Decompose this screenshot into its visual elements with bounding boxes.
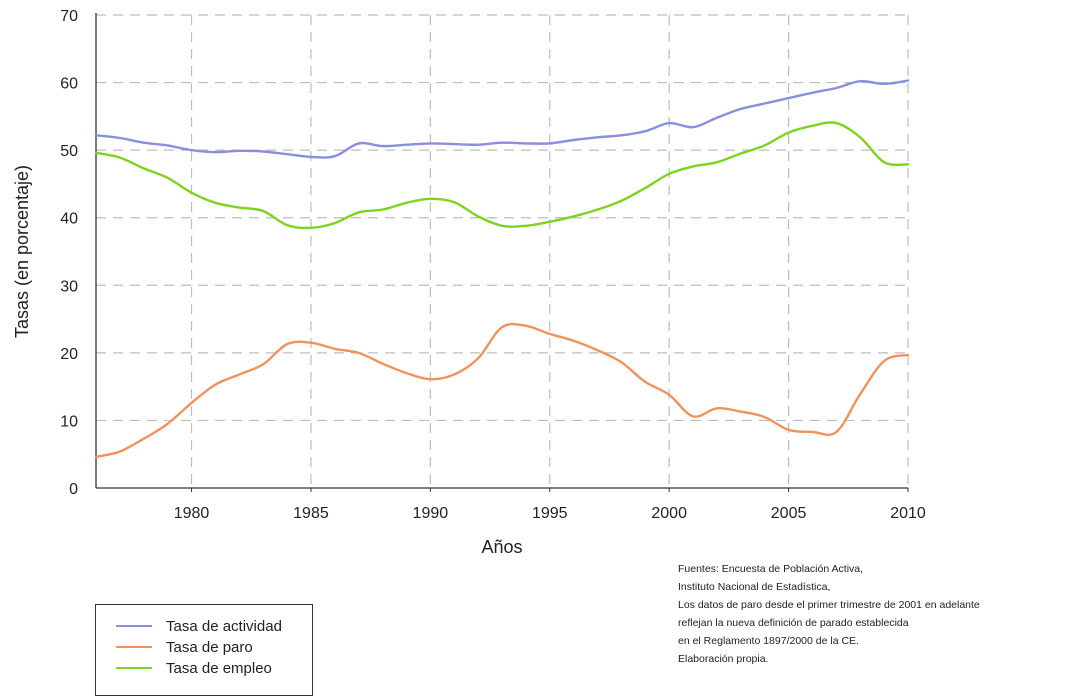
x-tick-label: 1985 — [293, 505, 329, 522]
note-line: Los datos de paro desde el primer trimes… — [678, 599, 980, 611]
x-tick-label: 2000 — [651, 505, 687, 522]
legend-swatch-paro — [116, 646, 152, 648]
x-tick-label: 2005 — [771, 505, 807, 522]
note-line: Instituto Nacional de Estadística, — [678, 581, 831, 593]
y-tick-label: 0 — [69, 481, 78, 498]
legend-swatch-empleo — [116, 667, 152, 669]
note-line: reflejan la nueva definición de parado e… — [678, 617, 909, 629]
x-tick-label: 1990 — [413, 505, 449, 522]
y-axis-title: Tasas (en porcentaje) — [12, 165, 32, 338]
x-tick-label: 2010 — [890, 505, 926, 522]
legend-item-empleo: Tasa de empleo — [116, 658, 272, 678]
note-line: en el Reglamento 1897/2000 de la CE. — [678, 635, 859, 647]
legend-label-actividad: Tasa de actividad — [166, 617, 282, 635]
x-tick-label: 1980 — [174, 505, 210, 522]
series-lines — [94, 79, 910, 459]
y-tick-label: 40 — [60, 211, 78, 228]
legend-label-empleo: Tasa de empleo — [166, 659, 272, 677]
legend-item-paro: Tasa de paro — [116, 637, 253, 657]
series-line-1 — [94, 322, 910, 459]
series-line-2 — [94, 121, 910, 230]
legend-label-paro: Tasa de paro — [166, 638, 253, 656]
note-line: Elaboración propia. — [678, 653, 769, 665]
source-notes: Fuentes: Encuesta de Población Activa, I… — [678, 560, 980, 668]
x-tick-label: 1995 — [532, 505, 568, 522]
tick-labels: 0 10 20 30 40 50 60 70 1980 1985 1990 1995 2000 2005 2… — [60, 8, 926, 522]
line-chart: 0 10 20 30 40 50 60 70 1980 1985 1990 1995 2000 2005 2… — [12, 8, 926, 557]
legend-item-actividad: Tasa de actividad — [116, 616, 282, 636]
y-tick-label: 70 — [60, 8, 78, 25]
axes — [95, 13, 909, 492]
y-tick-label: 10 — [60, 413, 78, 430]
legend: Tasa de actividad Tasa de paro Tasa de e… — [95, 604, 313, 696]
series-line-0 — [94, 79, 910, 159]
x-axis-title: Años — [481, 537, 522, 557]
y-tick-label: 50 — [60, 143, 78, 160]
y-tick-label: 20 — [60, 346, 78, 363]
note-line: Fuentes: Encuesta de Población Activa, — [678, 563, 864, 575]
legend-swatch-actividad — [116, 625, 152, 627]
y-tick-label: 30 — [60, 278, 78, 295]
grid — [96, 14, 909, 488]
y-tick-label: 60 — [60, 76, 78, 93]
